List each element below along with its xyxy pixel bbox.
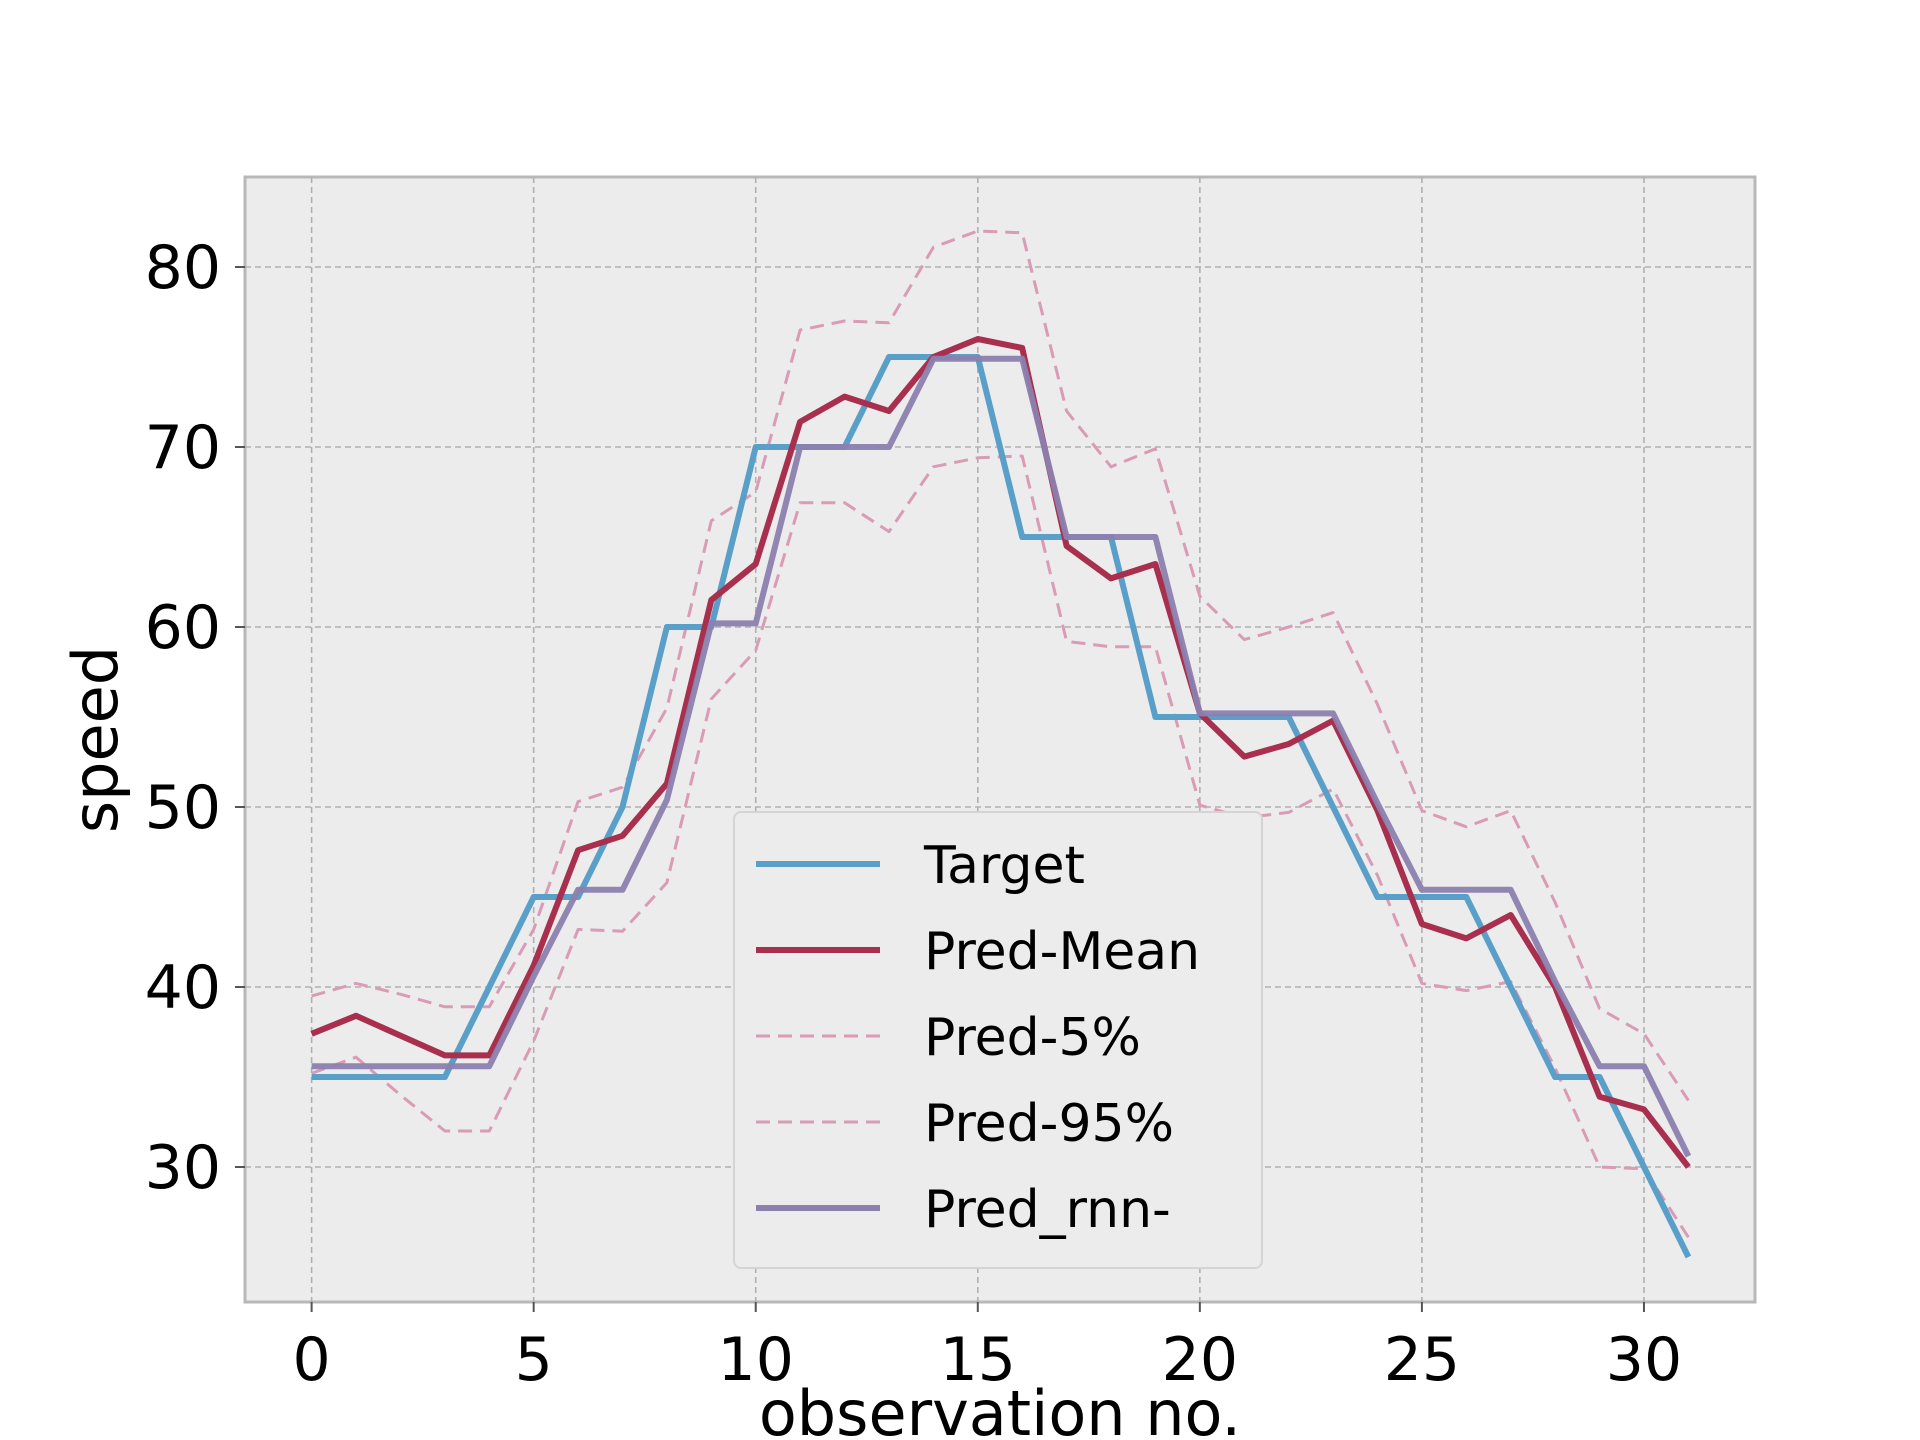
legend-label: Pred-Mean — [924, 922, 1200, 982]
y-tick-label: 30 — [145, 1133, 221, 1203]
series-line-target — [311, 354, 1692, 1259]
series-layer — [310, 229, 1692, 1259]
x-tick-label: 0 — [293, 1325, 331, 1395]
x-tick-label: 30 — [1606, 1325, 1682, 1395]
y-tick-label: 60 — [145, 593, 221, 663]
x-axis-label: observation no. — [759, 1377, 1241, 1440]
legend-label: Pred-95% — [924, 1094, 1174, 1154]
y-tick-label: 70 — [145, 413, 221, 483]
x-tick-label: 20 — [1162, 1325, 1238, 1395]
series-line-pred-rnn — [311, 355, 1692, 1158]
axis-ticks: 0 5 10 15 20 25 30 30 40 50 60 70 80 — [145, 233, 1683, 1395]
y-tick-label: 50 — [145, 773, 221, 843]
series-line-pred-mean — [310, 336, 1691, 1169]
x-tick-label: 25 — [1384, 1325, 1460, 1395]
series-line-pred-95 — [311, 229, 1690, 1102]
legend-label: Target — [923, 836, 1085, 896]
y-tick-label: 80 — [145, 233, 221, 303]
legend-label: Pred_rnn- — [924, 1180, 1171, 1240]
legend-label: Pred-5% — [924, 1008, 1141, 1068]
legend: Target Pred-Mean Pred-5% Pred-95% Pred_rnn- — [733, 811, 1263, 1269]
x-tick-label: 5 — [515, 1325, 553, 1395]
legend-box — [733, 811, 1263, 1269]
y-tick-label: 40 — [145, 953, 221, 1023]
x-tick-label: 15 — [940, 1325, 1016, 1395]
x-tick-label: 10 — [718, 1325, 794, 1395]
y-axis-label: speed — [59, 646, 132, 833]
